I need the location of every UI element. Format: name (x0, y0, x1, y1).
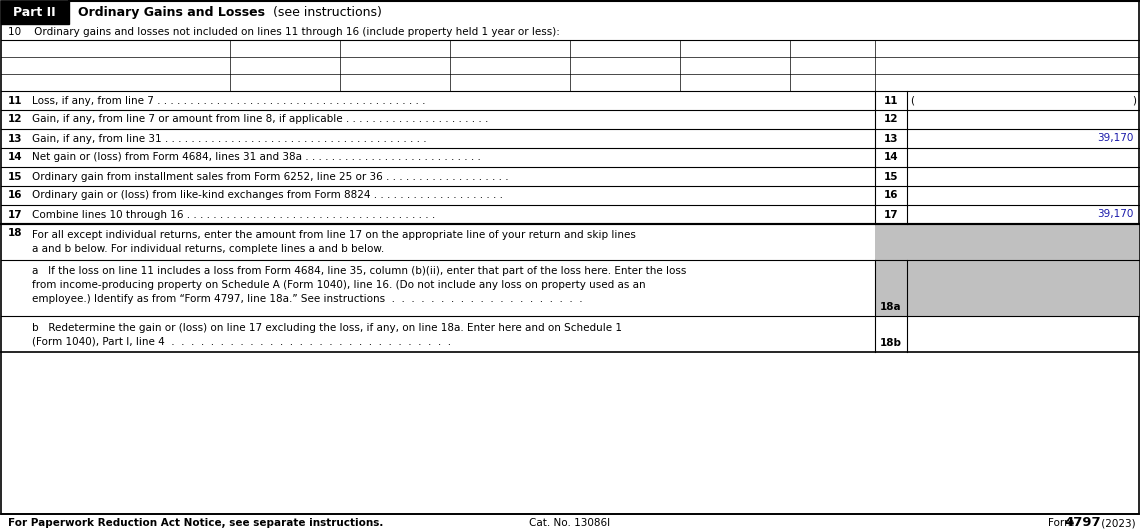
Text: Net gain or (loss) from Form 4684, lines 31 and 38a . . . . . . . . . . . . . . : Net gain or (loss) from Form 4684, lines… (32, 153, 481, 162)
Text: 11: 11 (8, 96, 23, 105)
Text: 16: 16 (884, 190, 898, 201)
Text: 14: 14 (884, 153, 898, 162)
Text: (Form 1040), Part I, line 4  .  .  .  .  .  .  .  .  .  .  .  .  .  .  .  .  .  : (Form 1040), Part I, line 4 . . . . . . … (32, 337, 451, 347)
Bar (1, 1, 70, 24)
Text: employee.) Identify as from “Form 4797, line 18a.” See instructions  .  .  .  . : employee.) Identify as from “Form 4797, … (32, 294, 583, 304)
Text: 13: 13 (884, 134, 898, 144)
Text: 10    Ordinary gains and losses not included on lines 11 through 16 (include pro: 10 Ordinary gains and losses not include… (8, 27, 560, 37)
Text: For all except individual returns, enter the amount from line 17 on the appropri: For all except individual returns, enter… (32, 230, 636, 240)
Text: 39,170: 39,170 (1098, 210, 1134, 220)
Text: ): ) (1132, 96, 1135, 105)
Text: 12: 12 (8, 114, 23, 124)
Text: 39,170: 39,170 (1098, 134, 1134, 144)
Text: Part II: Part II (13, 6, 56, 19)
Text: 16: 16 (8, 190, 23, 201)
Text: (2023): (2023) (1098, 518, 1135, 528)
Text: Loss, if any, from line 7 . . . . . . . . . . . . . . . . . . . . . . . . . . . : Loss, if any, from line 7 . . . . . . . … (32, 96, 425, 105)
Text: (see instructions): (see instructions) (264, 6, 382, 19)
Text: 13: 13 (8, 134, 23, 144)
Text: 14: 14 (8, 153, 23, 162)
Text: (: ( (910, 96, 914, 105)
Text: Cat. No. 13086I: Cat. No. 13086I (529, 518, 611, 528)
Text: 12: 12 (884, 114, 898, 124)
Text: 18a: 18a (880, 302, 902, 312)
Text: 15: 15 (8, 171, 23, 181)
Text: Ordinary gain or (loss) from like-kind exchanges from Form 8824 . . . . . . . . : Ordinary gain or (loss) from like-kind e… (32, 190, 503, 201)
Text: 17: 17 (884, 210, 898, 220)
Text: For Paperwork Reduction Act Notice, see separate instructions.: For Paperwork Reduction Act Notice, see … (8, 518, 383, 528)
Text: Combine lines 10 through 16 . . . . . . . . . . . . . . . . . . . . . . . . . . : Combine lines 10 through 16 . . . . . . … (32, 210, 435, 220)
Text: a   If the loss on line 11 includes a loss from Form 4684, line 35, column (b)(i: a If the loss on line 11 includes a loss… (32, 266, 686, 276)
Text: 17: 17 (8, 210, 23, 220)
Text: Gain, if any, from line 31 . . . . . . . . . . . . . . . . . . . . . . . . . . .: Gain, if any, from line 31 . . . . . . .… (32, 134, 426, 144)
Text: 18b: 18b (880, 338, 902, 348)
Text: 4797: 4797 (1064, 517, 1100, 529)
Text: Ordinary gain from installment sales from Form 6252, line 25 or 36 . . . . . . .: Ordinary gain from installment sales fro… (32, 171, 508, 181)
Text: 11: 11 (884, 96, 898, 105)
Text: from income-producing property on Schedule A (Form 1040), line 16. (Do not inclu: from income-producing property on Schedu… (32, 280, 645, 290)
Text: a and b below. For individual returns, complete lines a and b below.: a and b below. For individual returns, c… (32, 244, 384, 254)
Text: Form: Form (1048, 518, 1077, 528)
Text: Ordinary Gains and Losses: Ordinary Gains and Losses (78, 6, 264, 19)
Text: 18: 18 (8, 228, 23, 238)
Text: b   Redetermine the gain or (loss) on line 17 excluding the loss, if any, on lin: b Redetermine the gain or (loss) on line… (32, 323, 622, 333)
Bar (876, 224, 1139, 316)
Text: 15: 15 (884, 171, 898, 181)
Text: Gain, if any, from line 7 or amount from line 8, if applicable . . . . . . . . .: Gain, if any, from line 7 or amount from… (32, 114, 488, 124)
